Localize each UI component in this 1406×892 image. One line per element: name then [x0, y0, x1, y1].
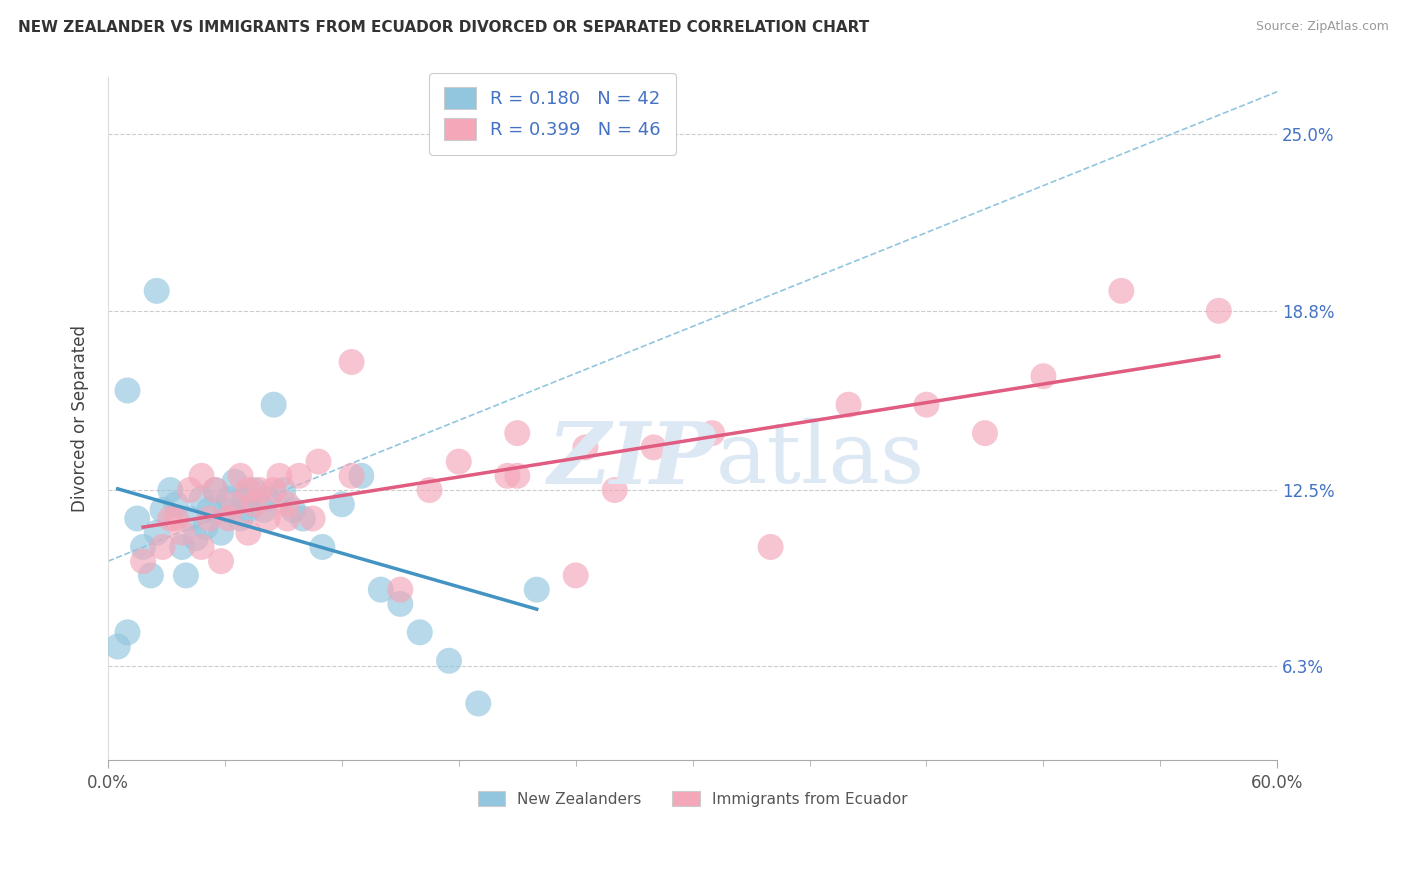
Point — [276, 497, 298, 511]
Point — [974, 426, 997, 441]
Point — [165, 511, 187, 525]
Point — [288, 468, 311, 483]
Point — [174, 568, 197, 582]
Point — [526, 582, 548, 597]
Point — [350, 468, 373, 483]
Point — [198, 503, 221, 517]
Point — [506, 468, 529, 483]
Text: NEW ZEALANDER VS IMMIGRANTS FROM ECUADOR DIVORCED OR SEPARATED CORRELATION CHART: NEW ZEALANDER VS IMMIGRANTS FROM ECUADOR… — [18, 20, 869, 35]
Point — [506, 426, 529, 441]
Point — [263, 483, 285, 497]
Point — [179, 483, 201, 497]
Point — [145, 284, 167, 298]
Point — [700, 426, 723, 441]
Point — [224, 497, 246, 511]
Point — [467, 697, 489, 711]
Point — [139, 568, 162, 582]
Point — [249, 483, 271, 497]
Text: Source: ZipAtlas.com: Source: ZipAtlas.com — [1256, 20, 1389, 33]
Point — [447, 454, 470, 468]
Point — [209, 554, 232, 568]
Point — [311, 540, 333, 554]
Point — [281, 503, 304, 517]
Point — [117, 384, 139, 398]
Point — [127, 511, 149, 525]
Point — [152, 540, 174, 554]
Point — [159, 483, 181, 497]
Point — [152, 503, 174, 517]
Point — [238, 483, 260, 497]
Point — [229, 511, 252, 525]
Point — [437, 654, 460, 668]
Point — [159, 511, 181, 525]
Point — [389, 582, 412, 597]
Point — [574, 441, 596, 455]
Point — [273, 483, 295, 497]
Point — [209, 525, 232, 540]
Point — [759, 540, 782, 554]
Point — [204, 483, 226, 497]
Point — [276, 511, 298, 525]
Y-axis label: Divorced or Separated: Divorced or Separated — [72, 326, 89, 512]
Point — [269, 468, 291, 483]
Point — [218, 511, 240, 525]
Point — [915, 398, 938, 412]
Point — [301, 511, 323, 525]
Point — [256, 491, 278, 506]
Point — [370, 582, 392, 597]
Point — [838, 398, 860, 412]
Point — [224, 475, 246, 489]
Point — [291, 511, 314, 525]
Point — [409, 625, 432, 640]
Point — [340, 355, 363, 369]
Point — [243, 497, 266, 511]
Point — [218, 491, 240, 506]
Text: ZIP: ZIP — [548, 418, 716, 501]
Point — [107, 640, 129, 654]
Legend: New Zealanders, Immigrants from Ecuador: New Zealanders, Immigrants from Ecuador — [470, 783, 915, 814]
Point — [198, 511, 221, 525]
Point — [184, 532, 207, 546]
Text: atlas: atlas — [716, 418, 925, 501]
Point — [263, 398, 285, 412]
Point — [340, 468, 363, 483]
Point — [190, 468, 212, 483]
Point — [190, 491, 212, 506]
Point — [238, 503, 260, 517]
Point — [564, 568, 586, 582]
Point — [170, 525, 193, 540]
Point — [419, 483, 441, 497]
Point — [233, 491, 256, 506]
Point — [1208, 303, 1230, 318]
Point — [603, 483, 626, 497]
Point — [238, 525, 260, 540]
Point — [256, 511, 278, 525]
Point — [132, 540, 155, 554]
Point — [643, 441, 665, 455]
Point — [253, 503, 276, 517]
Point — [190, 540, 212, 554]
Point — [179, 511, 201, 525]
Point — [243, 483, 266, 497]
Point — [132, 554, 155, 568]
Point — [1111, 284, 1133, 298]
Point — [308, 454, 330, 468]
Point — [165, 497, 187, 511]
Point — [117, 625, 139, 640]
Point — [389, 597, 412, 611]
Point — [145, 525, 167, 540]
Point — [330, 497, 353, 511]
Point — [204, 483, 226, 497]
Point — [170, 540, 193, 554]
Point — [1032, 369, 1054, 384]
Point — [496, 468, 519, 483]
Point — [194, 520, 217, 534]
Point — [229, 468, 252, 483]
Point — [214, 503, 236, 517]
